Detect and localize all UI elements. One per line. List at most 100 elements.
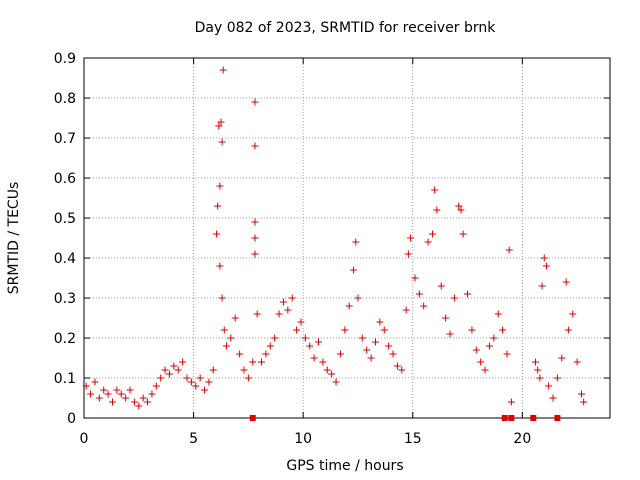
y-tick-labels: 0 0.1 0.2 0.3 0.4 0.5 0.6 0.7 0.8 0.9 [54, 51, 76, 427]
data-point [341, 326, 349, 334]
x-tick-label: 0 [80, 431, 89, 447]
data-point [179, 358, 187, 366]
data-point [249, 358, 257, 366]
data-point [545, 382, 553, 390]
data-point [104, 390, 112, 398]
x-tick-label: 5 [189, 431, 198, 447]
data-point [354, 294, 362, 302]
data-point [457, 206, 465, 214]
data-point [174, 366, 182, 374]
data-point [244, 374, 252, 382]
data-point [170, 362, 178, 370]
data-point [219, 66, 227, 74]
data-point [411, 274, 419, 282]
data-point [350, 266, 358, 274]
data-point [549, 394, 557, 402]
data-point [564, 326, 572, 334]
data-point [236, 350, 244, 358]
data-point [323, 366, 331, 374]
zero-marker [501, 415, 508, 421]
data-point [187, 378, 195, 386]
data-point [251, 142, 259, 150]
y-tick-label: 0.3 [54, 291, 76, 307]
data-point [424, 238, 432, 246]
data-point [216, 182, 224, 190]
data-point [227, 334, 235, 342]
data-point [319, 358, 327, 366]
data-point [578, 390, 586, 398]
data-point [135, 402, 143, 410]
zero-markers [249, 415, 561, 421]
data-point [542, 262, 550, 270]
data-point [573, 358, 581, 366]
data-point [196, 374, 204, 382]
data-point [538, 282, 546, 290]
x-tick-label: 15 [404, 431, 422, 447]
data-point [385, 342, 393, 350]
data-point [558, 354, 566, 362]
data-point [428, 230, 436, 238]
data-point [271, 334, 279, 342]
data-point [376, 318, 384, 326]
data-point [192, 382, 200, 390]
data-point [95, 394, 103, 402]
data-point [352, 238, 360, 246]
grid-lines [84, 58, 610, 418]
data-point [553, 374, 561, 382]
data-point [297, 318, 305, 326]
y-tick-label: 0.9 [54, 51, 76, 67]
y-tick-label: 0.1 [54, 371, 76, 387]
data-point [468, 326, 476, 334]
data-point [437, 282, 445, 290]
data-point [446, 330, 454, 338]
data-point [431, 186, 439, 194]
y-tick-label: 0.4 [54, 251, 76, 267]
data-point [91, 378, 99, 386]
data-point [284, 306, 292, 314]
data-point [569, 310, 577, 318]
data-point [82, 382, 90, 390]
data-point [407, 234, 415, 242]
y-tick-label: 0.2 [54, 331, 76, 347]
data-point [152, 382, 160, 390]
data-point [214, 202, 222, 210]
data-point [157, 374, 165, 382]
data-point [122, 394, 130, 402]
x-tick-label: 10 [294, 431, 312, 447]
data-point [562, 278, 570, 286]
data-point [398, 366, 406, 374]
zero-marker [249, 415, 256, 421]
data-point [165, 370, 173, 378]
x-tick-label: 20 [513, 431, 531, 447]
data-point [266, 342, 274, 350]
data-point [503, 350, 511, 358]
data-point [148, 390, 156, 398]
data-point [205, 378, 213, 386]
data-point [100, 386, 108, 394]
zero-marker [508, 415, 515, 421]
data-point [306, 342, 314, 350]
data-point [126, 386, 134, 394]
data-point [450, 294, 458, 302]
data-point [531, 358, 539, 366]
data-point [499, 326, 507, 334]
data-point [201, 386, 209, 394]
data-point [113, 386, 121, 394]
data-point [144, 398, 152, 406]
data-point [262, 350, 270, 358]
data-point [459, 230, 467, 238]
data-point [217, 118, 225, 126]
data-point [130, 398, 138, 406]
y-tick-label: 0.7 [54, 131, 76, 147]
data-point [288, 294, 296, 302]
data-point [481, 366, 489, 374]
data-point [367, 354, 375, 362]
data-point [455, 202, 463, 210]
data-point [209, 366, 217, 374]
data-point [328, 370, 336, 378]
x-tick-labels: 0 5 10 15 20 [80, 431, 532, 447]
data-point [580, 398, 588, 406]
data-point [490, 334, 498, 342]
data-point [87, 390, 95, 398]
